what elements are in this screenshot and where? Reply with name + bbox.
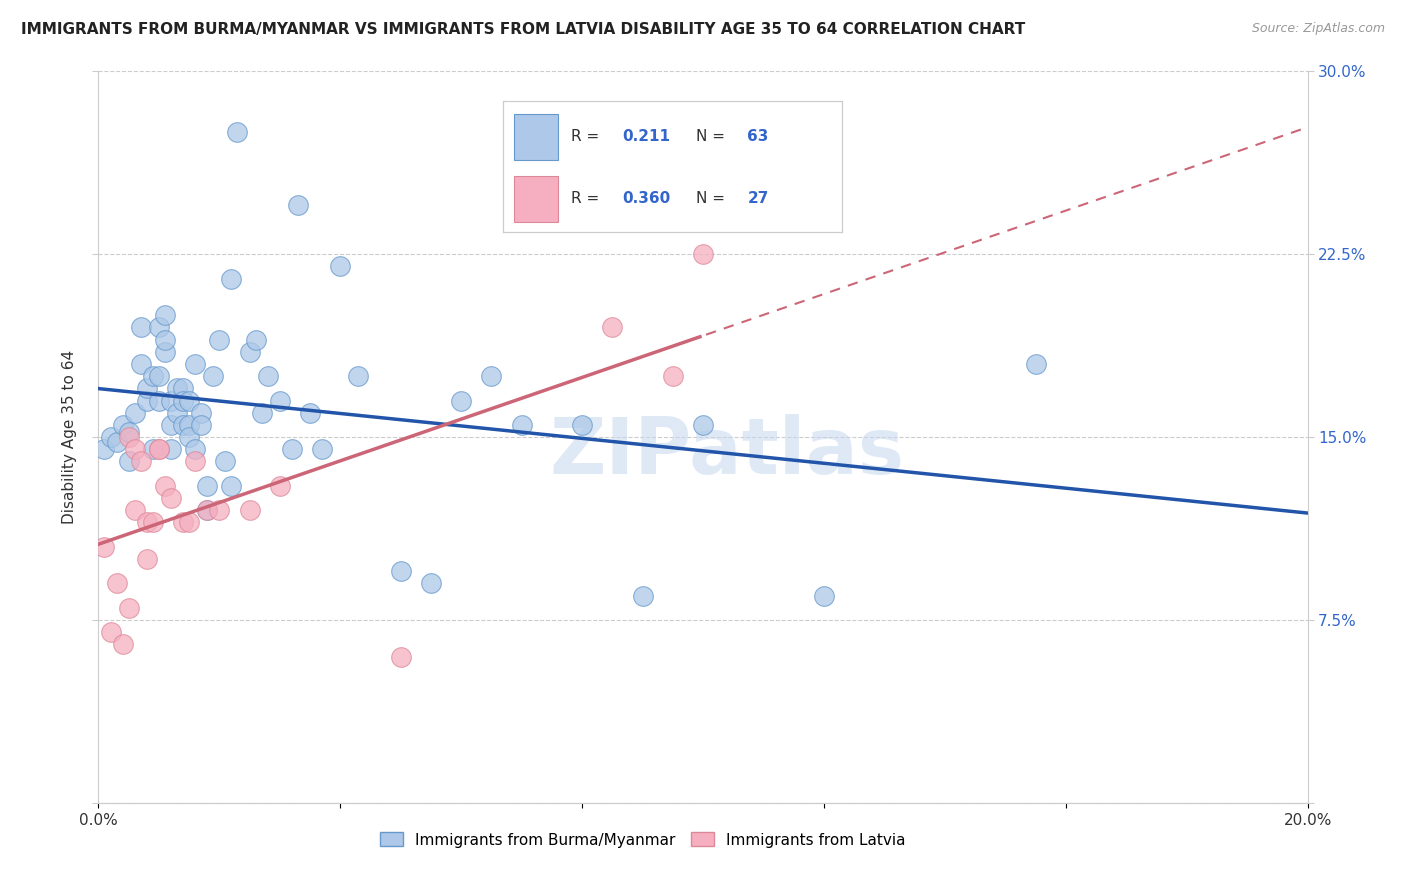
Point (214, 454, 236, 468)
Point (118, 600, 141, 615)
Point (195, 479, 218, 493)
Point (813, 589, 835, 603)
Point (142, 369, 165, 384)
Point (571, 417, 593, 432)
Point (692, 247, 714, 261)
Point (179, 430, 201, 444)
Point (190, 417, 212, 432)
Point (100, 430, 122, 444)
Point (202, 369, 225, 384)
Point (221, 271, 243, 285)
Point (100, 625, 122, 640)
Point (389, 564, 412, 578)
Point (245, 333, 267, 347)
Point (190, 406, 212, 420)
Point (172, 516, 194, 530)
Point (148, 320, 170, 334)
Text: IMMIGRANTS FROM BURMA/MYANMAR VS IMMIGRANTS FROM LATVIA DISABILITY AGE 35 TO 64 : IMMIGRANTS FROM BURMA/MYANMAR VS IMMIGRA… (21, 22, 1025, 37)
Point (256, 369, 278, 384)
Point (269, 479, 291, 493)
Point (208, 333, 231, 347)
Point (148, 393, 170, 408)
Point (148, 442, 170, 457)
Point (226, 125, 249, 139)
Point (124, 442, 146, 457)
Point (631, 589, 654, 603)
Point (195, 503, 218, 517)
Point (172, 393, 194, 408)
Point (166, 381, 188, 395)
Point (208, 503, 231, 517)
Point (450, 393, 472, 408)
Point (118, 454, 141, 468)
Point (153, 308, 176, 322)
Point (93, 442, 115, 457)
Point (124, 406, 146, 420)
Point (239, 503, 262, 517)
Text: ZIPatlas: ZIPatlas (550, 414, 904, 490)
Point (153, 333, 176, 347)
Point (129, 357, 152, 371)
Point (1024, 357, 1046, 371)
Point (124, 503, 146, 517)
Point (166, 406, 188, 420)
Point (129, 320, 152, 334)
Point (160, 491, 183, 505)
Point (160, 417, 183, 432)
Legend: Immigrants from Burma/Myanmar, Immigrants from Latvia: Immigrants from Burma/Myanmar, Immigrant… (374, 826, 911, 854)
Point (239, 344, 262, 359)
Point (287, 198, 309, 212)
Point (184, 442, 207, 457)
Point (153, 344, 176, 359)
Point (160, 393, 183, 408)
Point (93, 540, 115, 554)
Point (118, 430, 141, 444)
Point (111, 637, 134, 651)
Point (172, 381, 194, 395)
Point (299, 406, 322, 420)
Point (129, 454, 152, 468)
Point (481, 369, 503, 384)
Text: Source: ZipAtlas.com: Source: ZipAtlas.com (1251, 22, 1385, 36)
Point (389, 649, 412, 664)
Point (179, 516, 201, 530)
Point (179, 417, 201, 432)
Point (148, 369, 170, 384)
Point (148, 442, 170, 457)
Point (329, 260, 352, 274)
Point (111, 417, 134, 432)
Point (135, 393, 157, 408)
Point (184, 357, 207, 371)
Point (347, 369, 370, 384)
Point (172, 417, 194, 432)
Point (142, 516, 165, 530)
Point (602, 320, 624, 334)
Point (250, 406, 273, 420)
Point (269, 393, 291, 408)
Point (281, 442, 304, 457)
Point (179, 393, 201, 408)
Point (135, 516, 157, 530)
Y-axis label: Disability Age 35 to 64: Disability Age 35 to 64 (62, 350, 77, 524)
Point (195, 503, 218, 517)
Point (105, 576, 128, 591)
Point (142, 442, 165, 457)
Point (311, 442, 333, 457)
Point (221, 479, 243, 493)
Point (135, 552, 157, 566)
Point (692, 417, 714, 432)
Point (420, 576, 443, 591)
Point (661, 369, 683, 384)
Point (118, 425, 141, 440)
Point (153, 479, 176, 493)
Point (184, 454, 207, 468)
Point (135, 381, 157, 395)
Point (160, 442, 183, 457)
Point (510, 417, 533, 432)
Point (105, 434, 128, 449)
